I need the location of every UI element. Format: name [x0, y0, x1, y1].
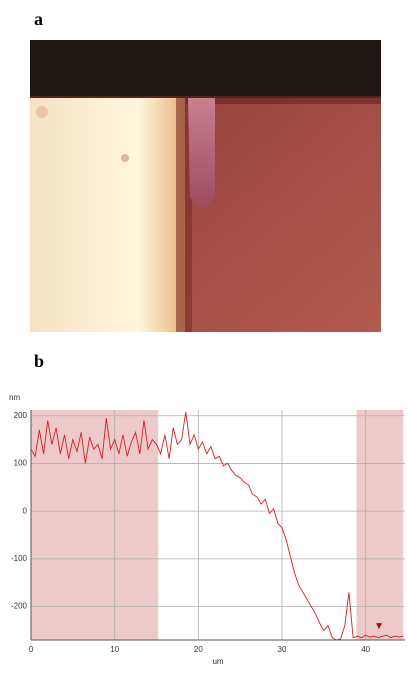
profile-line — [30, 411, 404, 641]
y-tick-label: -100 — [11, 554, 28, 563]
y-tick-label: 200 — [14, 411, 28, 420]
x-tick-label: 30 — [278, 645, 287, 654]
x-tick-label: 0 — [29, 645, 34, 654]
chart: 200 100 0 -100 -200 0 10 20 30 40 nm um — [9, 393, 405, 666]
y-tick-label: -200 — [11, 602, 28, 611]
panel-label: b — [34, 351, 44, 371]
shaded-region — [31, 410, 159, 640]
y-axis-label: nm — [9, 393, 20, 402]
marker — [376, 623, 383, 630]
micrograph — [30, 40, 381, 332]
x-tick-label: 40 — [361, 645, 370, 654]
y-tick-label: 100 — [14, 459, 28, 468]
shaded-region — [356, 410, 404, 640]
y-tick-label: 0 — [23, 506, 28, 515]
x-tick-label: 20 — [194, 645, 203, 654]
panel-label: a — [34, 9, 43, 29]
x-tick-label: 10 — [110, 645, 119, 654]
x-axis-label: um — [212, 657, 223, 666]
